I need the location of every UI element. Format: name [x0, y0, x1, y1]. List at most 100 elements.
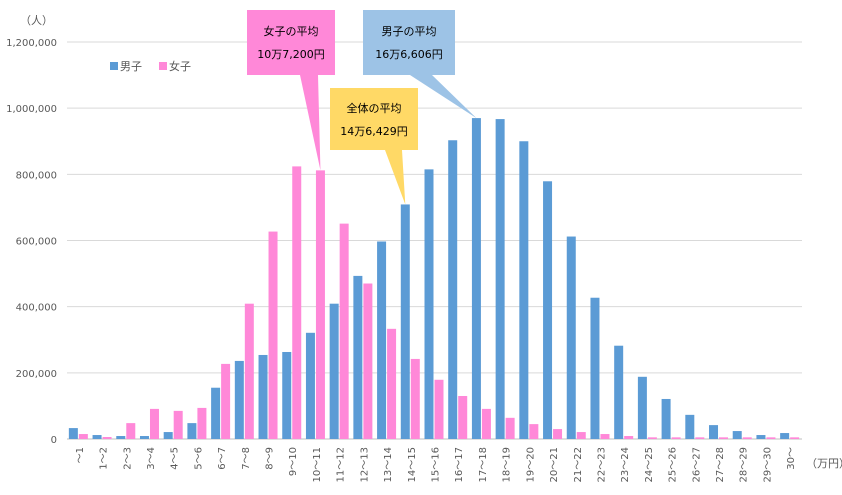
bar-female [505, 417, 515, 439]
bar-male [661, 398, 671, 439]
x-tick-label: 1～2 [99, 447, 110, 470]
bar-female [268, 231, 278, 439]
bar-female [647, 437, 657, 439]
y-tick-label: 800,000 [16, 170, 57, 181]
bar-male [685, 414, 695, 439]
bar-male [282, 351, 292, 439]
bar-male [163, 432, 173, 439]
callout-female-title: 女子の平均 [264, 24, 319, 38]
bar-female [790, 437, 800, 439]
bar-female [126, 423, 136, 439]
legend-swatch-female [159, 62, 167, 70]
x-tick-label: 29～30 [762, 447, 773, 482]
bar-male [234, 360, 244, 439]
x-tick-label: 2～3 [122, 447, 133, 470]
y-axis: 0 200,000 400,000 600,000 800,000 1,000,000 1,… [6, 38, 57, 446]
x-tick-label: 6～7 [217, 447, 228, 470]
bar-female [292, 166, 302, 440]
x-tick-label: 24～25 [644, 447, 655, 482]
bars [68, 118, 800, 440]
x-tick-label: 7～8 [241, 447, 252, 470]
x-tick-label: 9～10 [288, 447, 299, 476]
bar-male [400, 204, 410, 439]
y-tick-label: 600,000 [16, 237, 57, 248]
bar-female [481, 408, 491, 439]
bar-female [434, 379, 444, 439]
bar-male [709, 425, 719, 439]
legend-label-male: 男子 [120, 60, 142, 73]
x-tick-label: 16～17 [454, 447, 465, 482]
bar-female [529, 424, 539, 439]
bar-male [139, 436, 149, 439]
x-tick-label: 10～11 [312, 447, 323, 482]
legend-label-female: 女子 [169, 59, 191, 73]
callout-all-value: 14万6,429円 [340, 125, 408, 138]
y-tick-label: 400,000 [16, 303, 57, 314]
bar-female [173, 410, 183, 439]
x-tick-label: 30～ [786, 447, 797, 470]
bar-male [637, 376, 647, 439]
bar-male [732, 431, 742, 439]
x-tick-label: 11～12 [336, 447, 347, 482]
x-tick-label: 4～5 [170, 447, 181, 470]
bar-male [614, 345, 624, 439]
bar-male [353, 275, 363, 439]
bar-male [377, 241, 387, 439]
x-tick-label: 3～4 [146, 447, 157, 470]
bar-female [221, 363, 231, 439]
x-tick-label: 23～24 [620, 447, 631, 482]
x-tick-label: 20～21 [549, 447, 560, 482]
callout-male-value: 16万6,606円 [375, 48, 443, 61]
bar-female [387, 328, 397, 439]
bar-female [719, 437, 729, 439]
gridlines [67, 41, 802, 440]
bar-female [339, 223, 349, 439]
x-tick-label: 21～22 [573, 447, 584, 482]
callout-male-title: 男子の平均 [382, 25, 437, 38]
x-tick-label: 19～20 [525, 447, 536, 482]
bar-female [576, 432, 586, 439]
x-tick-label: 14～15 [407, 447, 418, 482]
callouts: 女子の平均 10万7,200円 男子の平均 16万6,606円 全体の平均 14… [247, 10, 477, 205]
legend-swatch-male [110, 62, 118, 70]
bar-male [590, 297, 600, 439]
bar-female [315, 170, 325, 439]
callout-male: 男子の平均 16万6,606円 [363, 10, 477, 119]
bar-male [424, 169, 434, 439]
x-tick-label: 13～14 [383, 447, 394, 482]
y-tick-label: 1,000,000 [6, 104, 57, 115]
bar-female [197, 407, 207, 439]
bar-female [695, 437, 705, 439]
x-tick-label: 26～27 [691, 447, 702, 482]
x-tick-label: 22～23 [596, 447, 607, 482]
bar-female [410, 358, 420, 439]
bar-male [780, 433, 790, 439]
x-tick-label: 8～9 [265, 447, 276, 470]
bar-male [495, 119, 505, 439]
y-unit-label: （人） [20, 14, 53, 27]
bar-female [244, 303, 254, 439]
callout-all: 全体の平均 14万6,429円 [330, 88, 418, 205]
bar-female [102, 437, 112, 439]
x-tick-label: 5～6 [193, 447, 204, 470]
bar-male [756, 435, 766, 439]
bar-female [458, 395, 468, 439]
y-tick-label: 200,000 [16, 369, 57, 380]
bar-female [149, 408, 159, 439]
x-tick-label: 12～13 [359, 447, 370, 482]
bar-male [566, 236, 576, 439]
x-tick-label: ～1 [75, 447, 86, 463]
x-tick-label: 27～28 [715, 447, 726, 482]
x-tick-label: 18～19 [502, 447, 513, 482]
x-tick-label: 17～18 [478, 447, 489, 482]
callout-female: 女子の平均 10万7,200円 [247, 10, 335, 171]
bar-male [448, 140, 458, 439]
bar-female [671, 437, 681, 439]
bar-female [742, 437, 752, 439]
x-tick-label: 15～16 [431, 447, 442, 482]
y-tick-label: 1,200,000 [6, 38, 57, 49]
bar-female [766, 437, 776, 439]
x-tick-label: 28～29 [739, 447, 750, 482]
bar-male [68, 428, 78, 439]
